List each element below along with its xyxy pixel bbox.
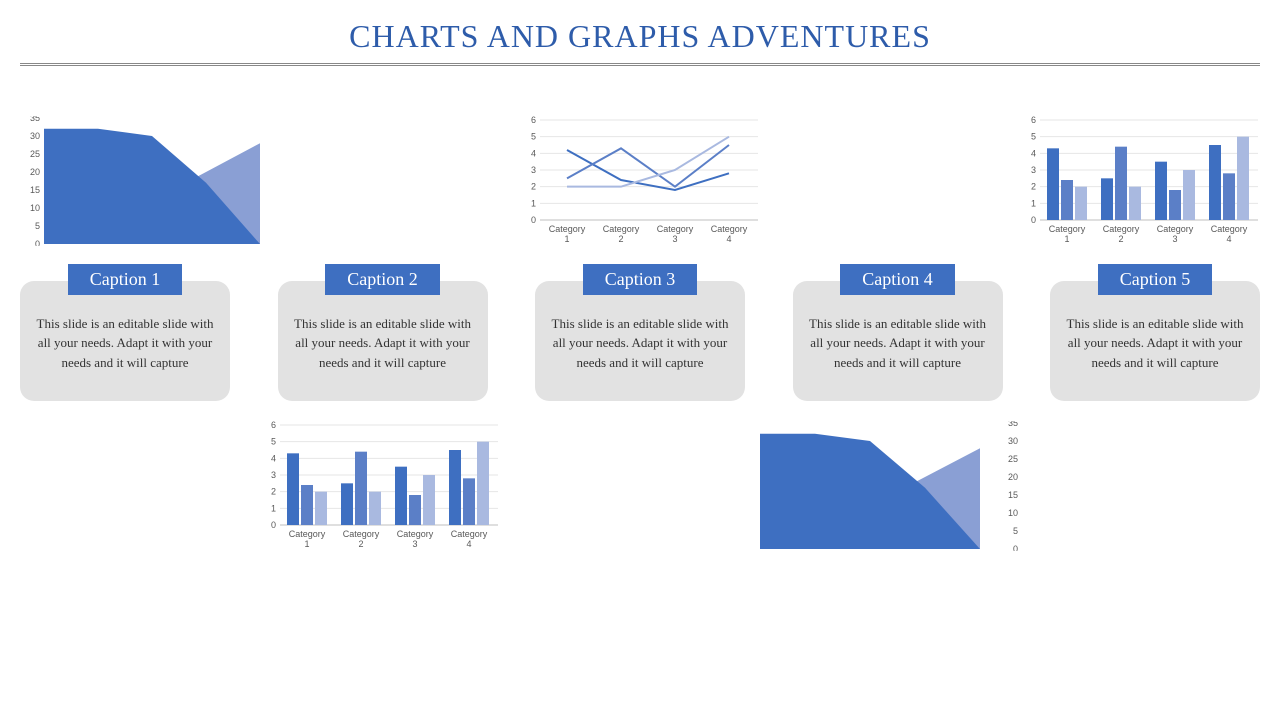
svg-text:Category: Category bbox=[1103, 224, 1140, 234]
caption-body: This slide is an editable slide with all… bbox=[535, 281, 745, 401]
svg-text:5: 5 bbox=[35, 221, 40, 231]
top-chart-row: 05101520253035 0123456Category1Category2… bbox=[0, 116, 1280, 246]
caption-header: Caption 5 bbox=[1098, 264, 1213, 295]
svg-text:5: 5 bbox=[1031, 132, 1036, 142]
bar-chart-top: 0123456Category1Category2Category3Catego… bbox=[1020, 116, 1260, 246]
area-chart-bottom: 05101520253035 bbox=[760, 421, 1000, 561]
caption-block-2: Caption 2 This slide is an editable slid… bbox=[278, 264, 488, 401]
caption-body: This slide is an editable slide with all… bbox=[20, 281, 230, 401]
chart-placeholder-2 bbox=[270, 116, 510, 246]
caption-header: Caption 3 bbox=[583, 264, 698, 295]
svg-text:3: 3 bbox=[1172, 234, 1177, 244]
svg-text:30: 30 bbox=[30, 131, 40, 141]
svg-text:Category: Category bbox=[711, 224, 748, 234]
svg-text:Category: Category bbox=[343, 529, 380, 539]
svg-text:Category: Category bbox=[549, 224, 586, 234]
svg-text:0: 0 bbox=[531, 215, 536, 225]
svg-text:4: 4 bbox=[271, 453, 276, 463]
caption-block-1: Caption 1 This slide is an editable slid… bbox=[20, 264, 230, 401]
svg-text:6: 6 bbox=[1031, 116, 1036, 125]
svg-text:6: 6 bbox=[531, 116, 536, 125]
bottom-placeholder-5 bbox=[1000, 421, 1240, 561]
caption-row: Caption 1 This slide is an editable slid… bbox=[0, 264, 1280, 401]
bar-chart-bottom: 0123456Category1Category2Category3Catego… bbox=[260, 421, 500, 561]
svg-text:10: 10 bbox=[30, 203, 40, 213]
svg-text:Category: Category bbox=[289, 529, 326, 539]
page-title: CHARTS AND GRAPHS ADVENTURES bbox=[0, 0, 1280, 63]
caption-block-4: Caption 4 This slide is an editable slid… bbox=[793, 264, 1003, 401]
svg-text:0: 0 bbox=[1031, 215, 1036, 225]
bottom-placeholder-3 bbox=[500, 421, 740, 561]
svg-text:4: 4 bbox=[1031, 148, 1036, 158]
svg-text:20: 20 bbox=[30, 167, 40, 177]
svg-text:2: 2 bbox=[358, 539, 363, 549]
svg-text:2: 2 bbox=[271, 487, 276, 497]
caption-block-3: Caption 3 This slide is an editable slid… bbox=[535, 264, 745, 401]
svg-text:15: 15 bbox=[30, 185, 40, 195]
caption-body: This slide is an editable slide with all… bbox=[1050, 281, 1260, 401]
chart-placeholder-4 bbox=[770, 116, 1010, 246]
svg-text:3: 3 bbox=[1031, 165, 1036, 175]
svg-text:0: 0 bbox=[35, 239, 40, 246]
svg-text:1: 1 bbox=[564, 234, 569, 244]
svg-text:2: 2 bbox=[531, 182, 536, 192]
svg-text:35: 35 bbox=[30, 116, 40, 123]
svg-text:4: 4 bbox=[726, 234, 731, 244]
svg-text:5: 5 bbox=[531, 132, 536, 142]
svg-text:Category: Category bbox=[451, 529, 488, 539]
svg-text:2: 2 bbox=[1031, 182, 1036, 192]
svg-text:1: 1 bbox=[1031, 198, 1036, 208]
svg-text:4: 4 bbox=[466, 539, 471, 549]
svg-text:3: 3 bbox=[271, 470, 276, 480]
svg-text:5: 5 bbox=[271, 437, 276, 447]
svg-text:2: 2 bbox=[1118, 234, 1123, 244]
svg-text:Category: Category bbox=[1157, 224, 1194, 234]
caption-header: Caption 2 bbox=[325, 264, 440, 295]
svg-text:1: 1 bbox=[531, 198, 536, 208]
svg-text:Category: Category bbox=[1049, 224, 1086, 234]
caption-block-5: Caption 5 This slide is an editable slid… bbox=[1050, 264, 1260, 401]
svg-text:25: 25 bbox=[30, 149, 40, 159]
svg-text:2: 2 bbox=[618, 234, 623, 244]
svg-text:1: 1 bbox=[271, 503, 276, 513]
svg-text:4: 4 bbox=[1226, 234, 1231, 244]
svg-text:Category: Category bbox=[1211, 224, 1248, 234]
svg-text:0: 0 bbox=[271, 520, 276, 530]
caption-header: Caption 4 bbox=[840, 264, 955, 295]
svg-text:Category: Category bbox=[657, 224, 694, 234]
svg-text:3: 3 bbox=[531, 165, 536, 175]
caption-body: This slide is an editable slide with all… bbox=[278, 281, 488, 401]
bottom-chart-row: 0123456Category1Category2Category3Catego… bbox=[0, 421, 1280, 561]
svg-text:3: 3 bbox=[412, 539, 417, 549]
svg-text:1: 1 bbox=[304, 539, 309, 549]
svg-text:1: 1 bbox=[1064, 234, 1069, 244]
caption-body: This slide is an editable slide with all… bbox=[793, 281, 1003, 401]
title-rule bbox=[20, 63, 1260, 66]
svg-text:4: 4 bbox=[531, 148, 536, 158]
svg-text:Category: Category bbox=[397, 529, 434, 539]
svg-text:6: 6 bbox=[271, 421, 276, 430]
svg-text:Category: Category bbox=[603, 224, 640, 234]
area-chart-top: 0 5 10 15 20 25 30 35 bbox=[20, 116, 260, 246]
caption-header: Caption 1 bbox=[68, 264, 183, 295]
bottom-placeholder-1 bbox=[20, 421, 260, 561]
svg-text:3: 3 bbox=[672, 234, 677, 244]
line-chart: 0123456Category1Category2Category3Catego… bbox=[520, 116, 760, 246]
